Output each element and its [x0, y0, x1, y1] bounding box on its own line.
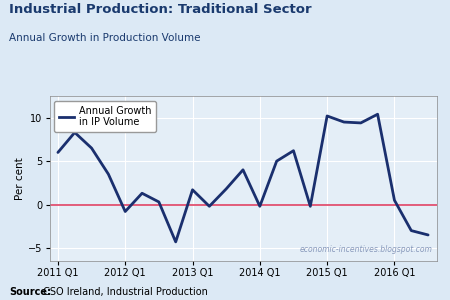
Text: Source:: Source:: [9, 287, 51, 297]
Text: CSO Ireland, Industrial Production: CSO Ireland, Industrial Production: [40, 287, 208, 297]
Y-axis label: Per cent: Per cent: [15, 157, 25, 200]
Text: Industrial Production: Traditional Sector: Industrial Production: Traditional Secto…: [9, 3, 311, 16]
Text: economic-incentives.blogspot.com: economic-incentives.blogspot.com: [300, 245, 432, 254]
Legend: Annual Growth
in IP Volume: Annual Growth in IP Volume: [54, 101, 156, 132]
Text: Annual Growth in Production Volume: Annual Growth in Production Volume: [9, 33, 201, 43]
